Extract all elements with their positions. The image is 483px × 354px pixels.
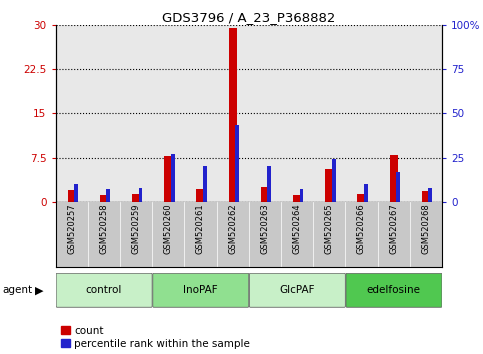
- Bar: [390, 155, 398, 202]
- Bar: [68, 190, 76, 202]
- Bar: [74, 184, 78, 202]
- Bar: [261, 187, 269, 202]
- Bar: [132, 194, 140, 202]
- Text: GSM520258: GSM520258: [99, 204, 108, 255]
- Bar: [139, 188, 142, 202]
- Bar: [396, 172, 400, 202]
- Text: GlcPAF: GlcPAF: [279, 285, 315, 295]
- Text: edelfosine: edelfosine: [367, 285, 421, 295]
- Text: GSM520262: GSM520262: [228, 204, 237, 255]
- Bar: [325, 169, 333, 202]
- FancyBboxPatch shape: [346, 273, 442, 307]
- Text: control: control: [85, 285, 122, 295]
- FancyBboxPatch shape: [249, 273, 345, 307]
- Text: GSM520265: GSM520265: [325, 204, 334, 255]
- Bar: [235, 125, 239, 202]
- Title: GDS3796 / A_23_P368882: GDS3796 / A_23_P368882: [162, 11, 335, 24]
- Text: GSM520257: GSM520257: [67, 204, 76, 255]
- Bar: [357, 194, 366, 202]
- Bar: [428, 188, 432, 202]
- Bar: [268, 166, 271, 202]
- Text: ▶: ▶: [35, 285, 43, 295]
- Bar: [171, 154, 175, 202]
- Text: GSM520268: GSM520268: [421, 204, 430, 255]
- Text: GSM520267: GSM520267: [389, 204, 398, 255]
- Bar: [106, 189, 110, 202]
- Legend: count, percentile rank within the sample: count, percentile rank within the sample: [61, 326, 250, 349]
- Text: GSM520266: GSM520266: [357, 204, 366, 255]
- Bar: [422, 191, 430, 202]
- Bar: [299, 189, 303, 202]
- Text: GSM520263: GSM520263: [260, 204, 270, 255]
- Text: agent: agent: [2, 285, 32, 295]
- Bar: [100, 195, 108, 202]
- Text: GSM520259: GSM520259: [131, 204, 141, 254]
- Bar: [203, 166, 207, 202]
- Text: GSM520261: GSM520261: [196, 204, 205, 255]
- FancyBboxPatch shape: [56, 273, 152, 307]
- Bar: [197, 189, 204, 202]
- Bar: [293, 195, 301, 202]
- Bar: [332, 159, 336, 202]
- FancyBboxPatch shape: [153, 273, 249, 307]
- Bar: [164, 156, 172, 202]
- Text: GSM520264: GSM520264: [293, 204, 301, 255]
- Bar: [364, 184, 368, 202]
- Text: GSM520260: GSM520260: [164, 204, 173, 255]
- Bar: [228, 28, 237, 202]
- Text: InoPAF: InoPAF: [183, 285, 218, 295]
